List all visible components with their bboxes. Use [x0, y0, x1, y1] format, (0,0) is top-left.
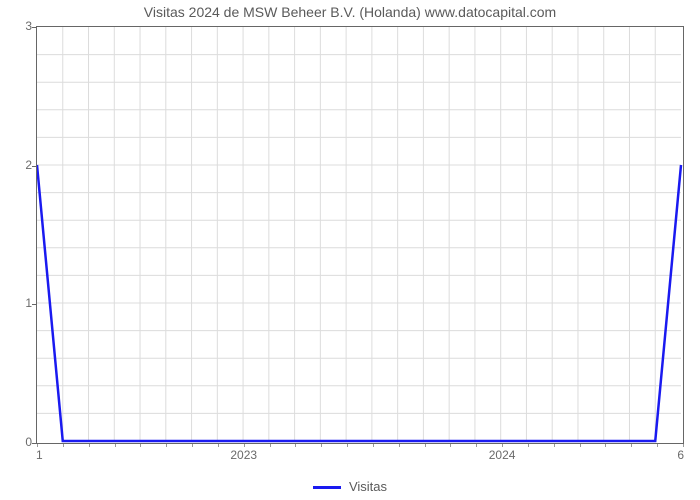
- chart-container: Visitas 2024 de MSW Beheer B.V. (Holanda…: [0, 0, 700, 500]
- x-minor-tick: [321, 444, 322, 447]
- legend-label: Visitas: [349, 479, 387, 494]
- x-minor-tick: [373, 444, 374, 447]
- y-tick-label: 0: [4, 435, 32, 449]
- x-minor-tick: [63, 444, 64, 447]
- x-minor-tick: [657, 444, 658, 447]
- x-tick-label: 2023: [230, 448, 257, 462]
- chart-title: Visitas 2024 de MSW Beheer B.V. (Holanda…: [0, 4, 700, 20]
- x-minor-tick: [631, 444, 632, 447]
- y-tick-label: 1: [4, 296, 32, 310]
- x-minor-tick: [166, 444, 167, 447]
- x-minor-tick: [140, 444, 141, 447]
- x-axis-max: 6: [677, 448, 684, 462]
- legend: Visitas: [0, 479, 700, 494]
- x-minor-tick: [89, 444, 90, 447]
- x-minor-tick: [399, 444, 400, 447]
- y-tick: [32, 304, 36, 305]
- y-tick-label: 3: [4, 19, 32, 33]
- x-minor-tick: [218, 444, 219, 447]
- x-tick-label: 2024: [489, 448, 516, 462]
- x-minor-tick: [605, 444, 606, 447]
- x-minor-tick: [295, 444, 296, 447]
- y-tick: [32, 166, 36, 167]
- y-tick: [32, 443, 36, 444]
- x-minor-tick: [476, 444, 477, 447]
- plot-area: [36, 26, 684, 444]
- x-minor-tick: [450, 444, 451, 447]
- plot-svg: [37, 27, 683, 443]
- x-minor-tick: [244, 444, 245, 447]
- x-minor-tick: [270, 444, 271, 447]
- x-minor-tick: [683, 444, 684, 447]
- x-axis-min: 1: [36, 448, 43, 462]
- x-minor-tick: [425, 444, 426, 447]
- x-minor-tick: [37, 444, 38, 447]
- x-minor-tick: [192, 444, 193, 447]
- grid: [37, 27, 681, 441]
- x-minor-tick: [115, 444, 116, 447]
- x-minor-tick: [347, 444, 348, 447]
- x-minor-tick: [554, 444, 555, 447]
- y-tick-label: 2: [4, 158, 32, 172]
- x-minor-tick: [528, 444, 529, 447]
- x-minor-tick: [580, 444, 581, 447]
- y-tick: [32, 27, 36, 28]
- legend-swatch: [313, 486, 341, 489]
- x-minor-tick: [502, 444, 503, 447]
